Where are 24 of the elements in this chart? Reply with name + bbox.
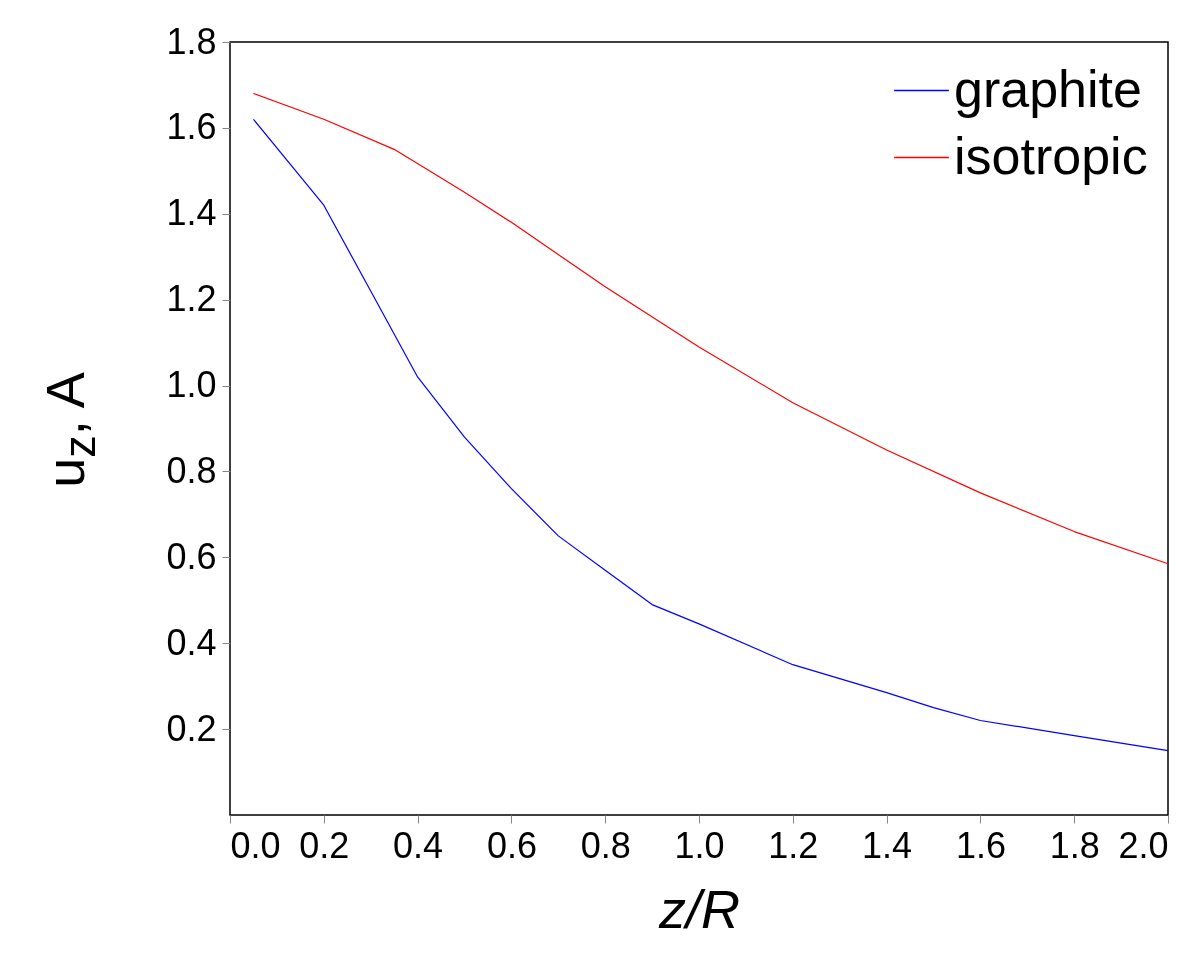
y-tick-label: 0.2 [166,707,217,749]
x-tick-label: 0.8 [580,824,631,866]
x-tick-label: 0.4 [393,824,444,866]
y-tick-label: 1.0 [166,364,217,406]
y-tick-label: 1.4 [166,192,217,234]
x-tick-label: 0.2 [299,824,350,866]
line-series [252,118,1169,752]
x-tick-label: 1.4 [862,824,913,866]
legend-label: isotropic [954,126,1148,185]
x-tick-label: 2.0 [1118,824,1169,866]
y-tick-label: 1.8 [166,20,217,62]
y-tick-label: 0.4 [166,621,217,663]
x-tick-label: 1.0 [674,824,725,866]
legend-label: graphite [954,59,1142,118]
x-tick-label: 1.2 [768,824,819,866]
x-axis-title: z/R [658,878,740,939]
x-tick-label: 0.0 [230,824,281,866]
y-tick-label: 0.8 [166,449,217,491]
x-tick-label: 0.6 [486,824,537,866]
y-tick-label: 1.6 [166,106,217,148]
x-tick-label: 1.8 [1049,824,1100,866]
y-tick-label: 0.6 [166,535,217,577]
y-tick-label: 1.2 [166,278,217,320]
x-tick-label: 1.6 [955,824,1006,866]
